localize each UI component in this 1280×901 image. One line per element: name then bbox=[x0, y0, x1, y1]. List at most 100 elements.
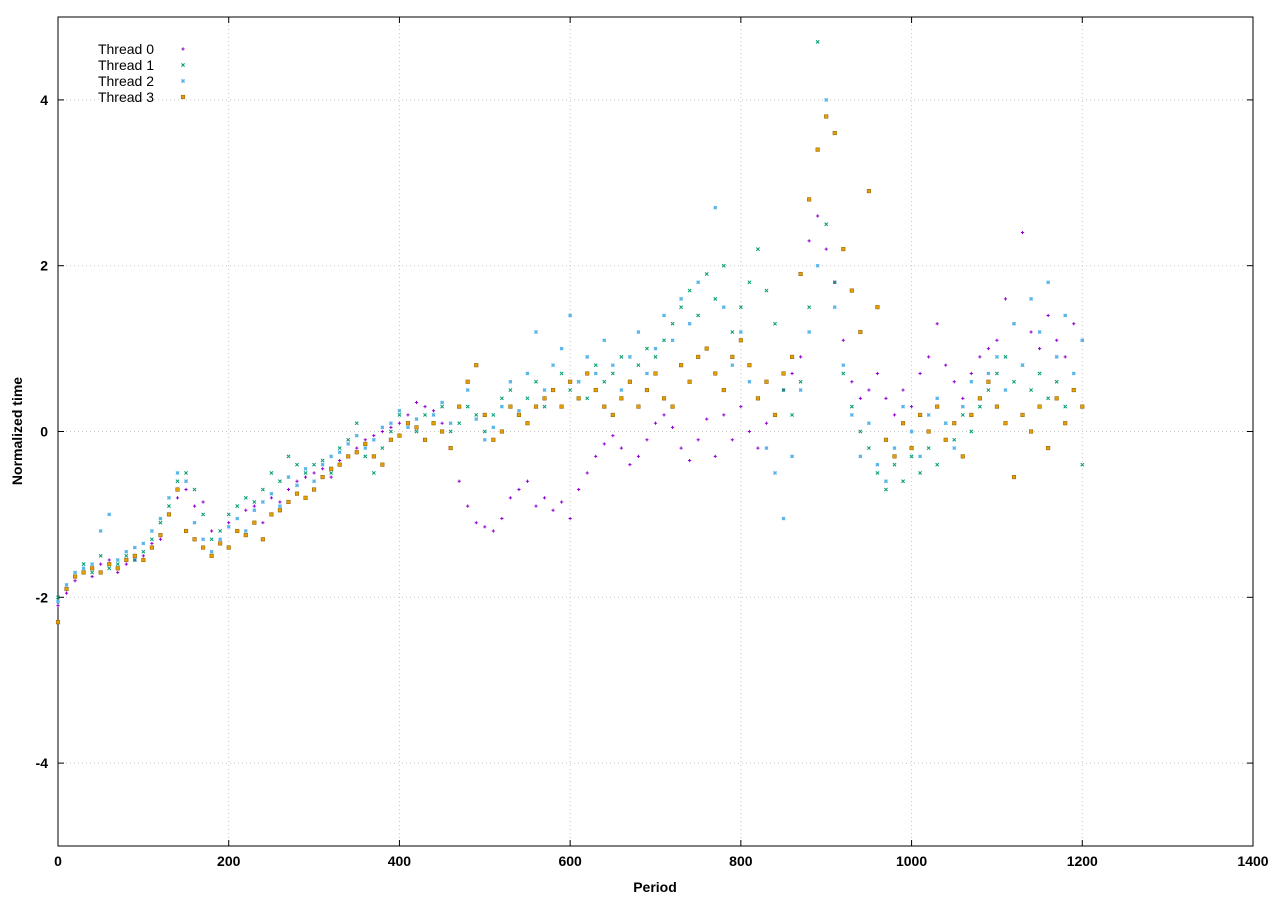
data-point bbox=[380, 462, 385, 467]
data-point bbox=[756, 446, 760, 450]
data-point bbox=[371, 437, 376, 442]
data-point bbox=[593, 371, 598, 376]
data-point bbox=[704, 272, 709, 276]
data-point bbox=[542, 496, 547, 500]
data-point bbox=[141, 557, 146, 563]
data-point bbox=[807, 239, 811, 243]
data-point bbox=[149, 529, 154, 533]
data-point bbox=[747, 429, 751, 434]
data-point bbox=[568, 388, 573, 393]
data-point bbox=[1063, 404, 1068, 409]
data-point bbox=[158, 533, 163, 538]
data-point bbox=[602, 442, 606, 446]
data-point bbox=[73, 574, 78, 579]
data-point bbox=[875, 371, 880, 376]
data-point bbox=[926, 429, 931, 434]
data-point bbox=[166, 512, 172, 517]
data-point bbox=[1080, 404, 1085, 409]
data-point bbox=[670, 425, 675, 429]
data-point bbox=[380, 425, 385, 430]
data-point bbox=[132, 545, 137, 550]
data-point bbox=[670, 404, 675, 409]
x-tick-label: 600 bbox=[558, 853, 582, 869]
data-point bbox=[320, 475, 325, 480]
data-point bbox=[81, 562, 86, 567]
data-point bbox=[705, 417, 709, 421]
data-point bbox=[346, 454, 351, 459]
data-point bbox=[116, 570, 120, 575]
data-point bbox=[141, 541, 146, 546]
data-point bbox=[533, 404, 539, 409]
data-point bbox=[90, 562, 95, 567]
data-point bbox=[969, 412, 974, 417]
data-point bbox=[892, 454, 897, 459]
data-point bbox=[261, 521, 265, 525]
data-point bbox=[320, 458, 325, 463]
data-point bbox=[321, 467, 325, 471]
data-point bbox=[781, 516, 786, 521]
y-tick-label: -2 bbox=[36, 589, 49, 605]
data-point bbox=[900, 421, 906, 426]
data-point bbox=[875, 462, 880, 467]
data-point bbox=[994, 371, 999, 376]
data-point bbox=[824, 97, 829, 102]
data-point bbox=[499, 396, 504, 401]
y-tick-label: 4 bbox=[40, 92, 48, 108]
data-point bbox=[414, 429, 419, 434]
data-point bbox=[175, 470, 180, 475]
data-point bbox=[661, 396, 667, 401]
data-point bbox=[738, 305, 743, 310]
data-point bbox=[388, 421, 393, 426]
data-point bbox=[209, 553, 214, 558]
legend-entry-thread-3: Thread 3 bbox=[98, 89, 154, 105]
data-point bbox=[286, 487, 291, 492]
data-point bbox=[235, 516, 240, 521]
data-point bbox=[1003, 297, 1008, 301]
data-point bbox=[866, 446, 871, 451]
data-point bbox=[807, 197, 812, 202]
data-point bbox=[696, 438, 700, 442]
data-point bbox=[866, 189, 871, 194]
data-point bbox=[1054, 396, 1059, 401]
data-point bbox=[226, 524, 231, 529]
data-point bbox=[320, 462, 325, 467]
data-point bbox=[150, 541, 154, 546]
data-point bbox=[670, 321, 675, 326]
data-point bbox=[627, 379, 632, 384]
data-point bbox=[1071, 371, 1076, 376]
x-tick-label: 1000 bbox=[896, 853, 927, 869]
data-point bbox=[636, 404, 641, 409]
data-point bbox=[201, 500, 205, 504]
data-point bbox=[124, 557, 129, 563]
data-point bbox=[696, 280, 701, 285]
data-point bbox=[772, 412, 778, 417]
data-point bbox=[388, 437, 393, 442]
data-point bbox=[210, 529, 214, 533]
y-tick-label: -4 bbox=[36, 755, 49, 771]
data-point bbox=[952, 446, 957, 451]
data-point bbox=[175, 479, 180, 484]
data-point bbox=[141, 554, 145, 558]
data-point bbox=[721, 263, 726, 268]
data-point bbox=[184, 487, 188, 492]
data-point bbox=[952, 380, 956, 384]
data-point bbox=[781, 388, 786, 393]
data-point bbox=[559, 371, 564, 376]
data-point bbox=[773, 321, 777, 326]
data-point bbox=[98, 553, 103, 558]
data-point bbox=[465, 379, 470, 384]
data-point bbox=[90, 570, 95, 575]
data-point bbox=[747, 363, 752, 368]
data-point bbox=[551, 388, 556, 393]
data-point bbox=[824, 247, 828, 251]
data-point bbox=[243, 533, 248, 538]
data-point bbox=[149, 545, 154, 550]
data-point bbox=[397, 433, 402, 438]
data-point bbox=[508, 379, 513, 384]
data-point bbox=[1003, 421, 1008, 426]
data-point bbox=[1029, 429, 1034, 434]
data-point bbox=[244, 508, 248, 512]
data-point bbox=[422, 437, 428, 442]
data-point bbox=[167, 504, 171, 509]
data-point bbox=[884, 479, 888, 484]
